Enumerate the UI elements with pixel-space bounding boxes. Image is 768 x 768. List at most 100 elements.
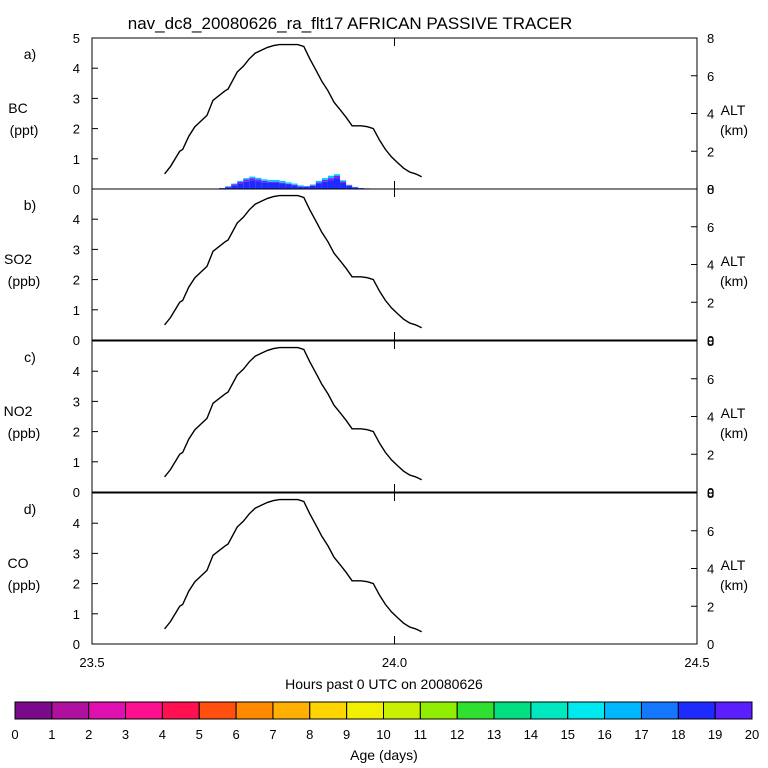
tracer-bar xyxy=(327,175,334,179)
tracer-bar xyxy=(237,181,244,184)
colorbar-tick-label: 20 xyxy=(745,727,759,742)
species-label: SO2 xyxy=(4,251,32,267)
right-y-tick-label: 8 xyxy=(707,334,714,349)
tracer-bar xyxy=(303,185,310,187)
right-y-tick-label: 2 xyxy=(707,447,714,462)
colorbar-tick-label: 11 xyxy=(414,727,428,742)
tracer-bar xyxy=(315,183,322,189)
left-y-tick-label: 2 xyxy=(73,122,80,137)
left-y-tick-label: 0 xyxy=(73,485,80,500)
panel-bc: 0 1 2 3 4 5 0 2 4 6 8 a) BC (ppt) ALT (km) xyxy=(8,31,748,197)
alt-units-label: (km) xyxy=(720,273,748,289)
colorbar-swatch xyxy=(51,701,90,720)
x-tick-label: 24.5 xyxy=(684,655,709,670)
left-y-tick-label: 3 xyxy=(73,394,80,409)
colorbar-swatch xyxy=(346,701,384,720)
panel-label: d) xyxy=(24,501,36,517)
panel-label: b) xyxy=(24,197,36,213)
tracer-bar xyxy=(255,179,262,182)
right-y-tick-label: 2 xyxy=(707,144,714,159)
tracer-bar xyxy=(291,183,298,185)
left-y-tick-label: 3 xyxy=(73,91,80,106)
colorbar-swatch xyxy=(604,701,642,720)
x-axis: 23.5 24.0 24.5 Hours past 0 UTC on 20080… xyxy=(79,655,709,692)
units-label: (ppt) xyxy=(10,122,39,138)
panel-label: c) xyxy=(24,349,36,365)
colorbar-swatch xyxy=(198,701,237,720)
units-label: (ppb) xyxy=(8,425,41,441)
tracer-bar xyxy=(352,186,359,188)
right-y-tick-label: 2 xyxy=(707,295,714,310)
altitude-line xyxy=(164,346,422,481)
species-label: NO2 xyxy=(4,403,33,419)
panel-frame xyxy=(91,37,698,190)
tracer-bar xyxy=(285,184,292,189)
left-y-tick-label: 0 xyxy=(73,637,80,652)
panels: 0 1 2 3 4 5 0 2 4 6 8 a) BC (ppt) ALT (km) 0 1 2 3 4 0 2 4 6 8 b) S… xyxy=(4,31,748,652)
colorbar-swatch xyxy=(383,701,421,720)
left-y-tick-label: 0 xyxy=(73,333,80,348)
left-y-tick-label: 2 xyxy=(73,425,80,440)
right-y-tick-label: 8 xyxy=(707,182,714,197)
colorbar-tick-label: 18 xyxy=(671,727,685,742)
tracer-bar xyxy=(267,179,274,182)
tracer-bar xyxy=(273,179,280,182)
right-y-tick-label: 4 xyxy=(707,107,714,122)
alt-label: ALT xyxy=(721,405,746,421)
colorbar-swatch xyxy=(125,701,163,720)
left-y-tick-label: 4 xyxy=(73,364,80,379)
colorbar-tick-label: 12 xyxy=(450,727,464,742)
colorbar-tick-label: 19 xyxy=(708,727,722,742)
tracer-bar xyxy=(352,187,359,188)
colorbar-tick-label: 16 xyxy=(597,727,611,742)
colorbar-tick-label: 14 xyxy=(524,727,538,742)
tracer-bar xyxy=(315,182,322,184)
tracer-bar xyxy=(279,182,286,184)
right-y-tick-label: 8 xyxy=(707,486,714,501)
tracer-bar xyxy=(321,181,328,189)
tracer-bar xyxy=(321,179,328,182)
colorbar-swatch xyxy=(272,701,311,720)
tracer-bar xyxy=(346,185,353,189)
tracer-bar xyxy=(279,180,286,183)
colorbar-tick-label: 17 xyxy=(634,727,648,742)
colorbar-tick-label: 0 xyxy=(11,727,18,742)
colorbar-swatch xyxy=(640,701,679,720)
alt-label: ALT xyxy=(721,102,746,118)
x-axis-label: Hours past 0 UTC on 20080626 xyxy=(285,676,483,692)
tracer-bar xyxy=(303,186,310,188)
tracer-bar xyxy=(340,181,347,183)
colorbar-swatch xyxy=(456,701,495,720)
tracer-bar xyxy=(340,180,347,182)
tracer-bar xyxy=(261,180,268,183)
tracer-bar xyxy=(309,185,316,189)
tracer-bar xyxy=(346,185,353,186)
tracer-bar xyxy=(255,177,262,180)
altitude-line xyxy=(164,194,422,329)
colorbar-swatch xyxy=(567,701,606,720)
left-y-tick-label: 4 xyxy=(73,516,80,531)
colorbar-tick-label: 6 xyxy=(232,727,239,742)
tracer-bar xyxy=(327,178,334,181)
colorbar-label: Age (days) xyxy=(350,747,418,763)
colorbar-swatch xyxy=(235,701,274,720)
tracer-bar xyxy=(249,178,256,181)
left-y-tick-label: 5 xyxy=(73,31,80,46)
colorbar-tick-label: 9 xyxy=(343,727,350,742)
alt-units-label: (km) xyxy=(720,122,748,138)
tracer-bar xyxy=(267,181,274,183)
left-y-tick-label: 4 xyxy=(73,212,80,227)
tracer-bar xyxy=(243,181,250,189)
age-colorbar: Age (days) 0 1 2 3 4 5 6 7 8 9 10 11 12 13 14 15 16 17 18 1… xyxy=(11,701,759,763)
tracer-bar xyxy=(243,178,250,180)
right-y-tick-label: 6 xyxy=(707,372,714,387)
tracer-bar xyxy=(334,176,341,179)
colorbar-tick-label: 2 xyxy=(85,727,92,742)
alt-units-label: (km) xyxy=(720,577,748,593)
colorbar-swatch xyxy=(161,701,200,720)
tracer-bar xyxy=(273,182,280,189)
tracer-bar xyxy=(297,186,304,187)
altitude-line xyxy=(164,43,422,178)
tracer-bar xyxy=(315,180,322,183)
colorbar-swatch xyxy=(493,701,532,720)
